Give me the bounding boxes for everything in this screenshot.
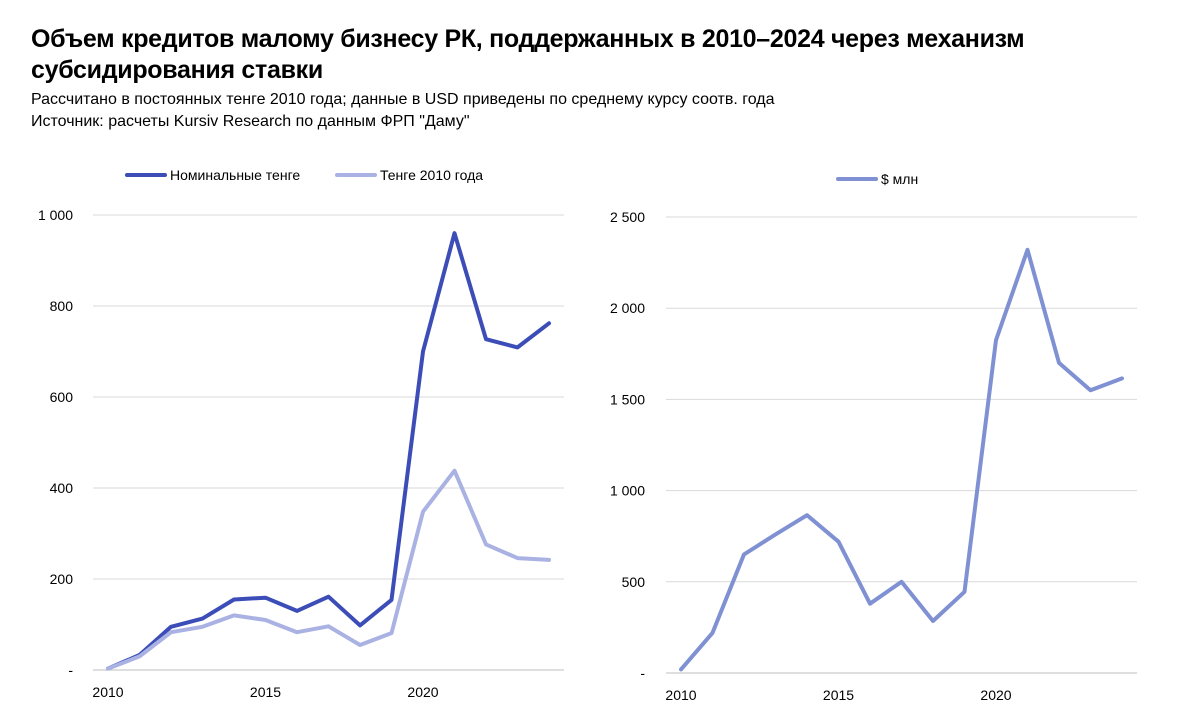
legend-label: Тенге 2010 года	[380, 167, 483, 183]
series-line	[106, 231, 551, 671]
y-tick-label: -	[68, 662, 73, 678]
y-tick-label: 1 500	[610, 391, 645, 407]
x-tick-label: 2020	[980, 687, 1011, 703]
chart-subtitle: Рассчитано в постоянных тенге 2010 года;…	[31, 91, 775, 108]
y-tick-label: 2 000	[610, 300, 645, 316]
y-tick-label: -	[640, 665, 645, 681]
chart-title: Объем кредитов малому бизнесу РК, поддер…	[31, 25, 1025, 84]
x-tick-label: 2015	[823, 687, 854, 703]
series-line	[679, 247, 1124, 672]
legend-label: $ млн	[881, 171, 918, 187]
x-tick-label: 2010	[665, 687, 696, 703]
x-tick-label: 2015	[250, 684, 281, 700]
y-tick-label: 2 500	[610, 209, 645, 225]
y-tick-label: 200	[50, 571, 74, 587]
y-tick-label: 400	[50, 480, 74, 496]
legend-label: Номинальные тенге	[170, 167, 300, 183]
chart-nominal-tenge: - 200 400 600 800 1 000 2010 2015 2020 Номинальны…	[38, 167, 564, 700]
x-tick-label: 2010	[92, 684, 123, 700]
x-tick-label: 2020	[407, 684, 438, 700]
y-tick-label: 1 000	[38, 207, 73, 223]
chart-source: Источник: расчеты Kursiv Research по дан…	[31, 113, 470, 130]
y-tick-label: 800	[50, 298, 74, 314]
y-tick-label: 1 000	[610, 483, 645, 499]
y-tick-label: 600	[50, 389, 74, 405]
series-line	[106, 468, 551, 671]
y-tick-label: 500	[622, 574, 646, 590]
